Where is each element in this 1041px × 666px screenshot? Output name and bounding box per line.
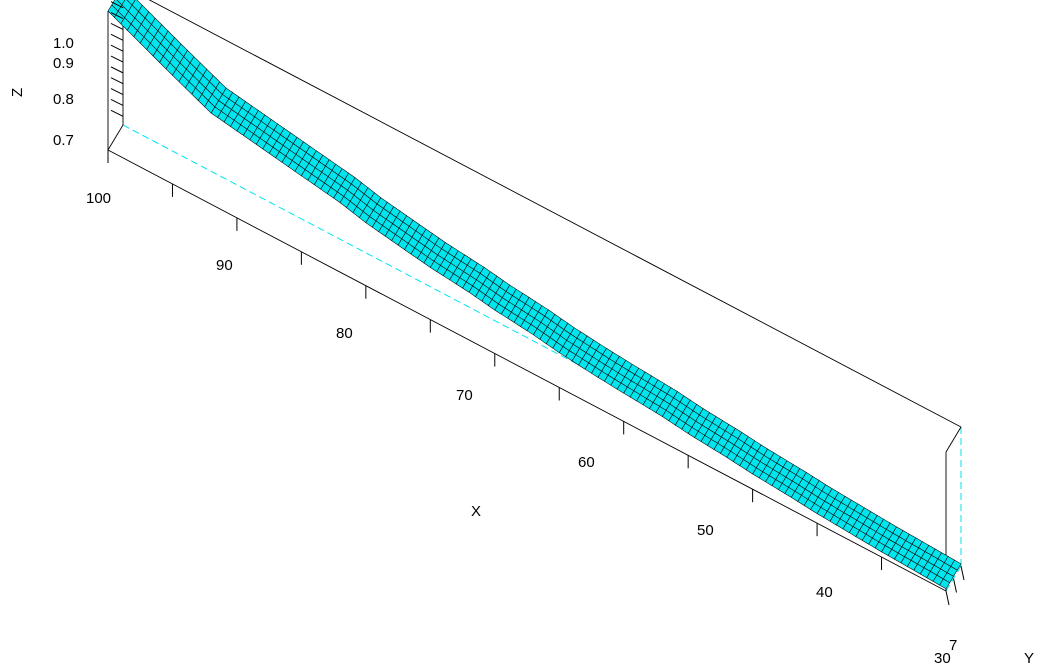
axis-ticks — [107, 1, 965, 606]
y-tick-0 — [945, 590, 950, 606]
z-tick-5 — [110, 55, 124, 63]
surface-cell — [950, 559, 962, 571]
y-tick-1 — [953, 578, 957, 593]
x-tick-label-50: 50 — [697, 522, 714, 539]
z-tick-8 — [110, 22, 124, 30]
y-tick-label-30: 30 — [934, 650, 951, 666]
z-tick-2 — [110, 88, 124, 96]
box-edge-6 — [945, 426, 962, 453]
z-tick-10 — [110, 1, 124, 9]
z-tick-1 — [110, 99, 124, 106]
z-tick-label-1-0: 1.0 — [53, 35, 74, 52]
z-tick-label-0-9: 0.9 — [53, 55, 74, 72]
y-tick-2 — [960, 565, 965, 581]
x-tick-label-60: 60 — [578, 454, 595, 471]
z-tick-label-0-7: 0.7 — [53, 132, 74, 149]
z-tick-4 — [110, 66, 124, 74]
z-axis-label: Z — [9, 88, 26, 97]
surface-mesh — [107, 0, 962, 590]
box-hidden-edge-0 — [122, 124, 962, 567]
box-edge-0 — [107, 149, 947, 592]
surface-cell — [126, 0, 136, 6]
box-edge-1 — [107, 124, 124, 151]
z-tick-0 — [110, 109, 124, 117]
box-edge-4 — [148, 0, 962, 428]
x-tick-label-40: 40 — [816, 584, 833, 601]
surface-cell — [116, 0, 126, 6]
x-tick-label-100: 100 — [86, 190, 111, 207]
y-tick-label-7: 7 — [949, 637, 957, 654]
z-tick-label-0-8: 0.8 — [53, 91, 74, 108]
z-tick-6 — [110, 44, 124, 52]
x-axis-label: X — [471, 503, 481, 520]
y-axis-label: Y — [1024, 650, 1034, 666]
x-tick-label-90: 90 — [216, 257, 233, 274]
z-tick-9 — [110, 12, 124, 20]
z-tick-3 — [110, 77, 124, 85]
x-tick-label-80: 80 — [336, 325, 353, 342]
z-tick-7 — [110, 33, 124, 41]
x-tick-label-70: 70 — [456, 387, 473, 404]
